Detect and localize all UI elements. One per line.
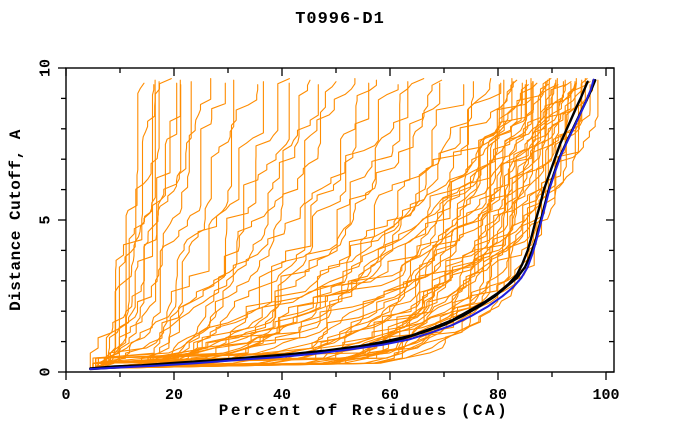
x-axis-label: Percent of Residues (CA) bbox=[218, 402, 510, 420]
black-reference-2 bbox=[89, 78, 597, 371]
model-curve bbox=[97, 79, 235, 369]
model-curve bbox=[92, 84, 591, 369]
model-curve bbox=[92, 78, 356, 369]
x-tick-label: 80 bbox=[489, 387, 507, 404]
model-curve bbox=[92, 79, 311, 369]
model-curve bbox=[95, 81, 591, 369]
model-curve bbox=[97, 78, 532, 369]
model-curve bbox=[97, 81, 192, 369]
y-axis-label: Distance Cutoff, A bbox=[7, 129, 25, 311]
model-curve bbox=[92, 78, 586, 369]
model-curve bbox=[95, 79, 443, 369]
model-curve bbox=[97, 84, 567, 369]
model-curve bbox=[97, 82, 502, 369]
model-curve bbox=[95, 81, 409, 369]
model-curve bbox=[92, 82, 583, 369]
model-curve bbox=[92, 78, 290, 369]
x-tick-label: 40 bbox=[273, 387, 291, 404]
model-curve bbox=[93, 81, 160, 369]
model-curve bbox=[92, 84, 259, 369]
model-curve bbox=[95, 84, 583, 369]
x-tick-label: 60 bbox=[381, 387, 399, 404]
y-tick-label: 10 bbox=[38, 59, 55, 77]
model-curve bbox=[97, 82, 290, 369]
model-curve bbox=[97, 81, 337, 369]
model-curve bbox=[95, 81, 534, 369]
blue-reference bbox=[89, 78, 595, 370]
model-curve bbox=[95, 78, 492, 369]
model-curve bbox=[92, 78, 212, 369]
model-curve bbox=[92, 78, 172, 369]
model-curve bbox=[97, 79, 594, 369]
x-tick-label: 20 bbox=[165, 387, 183, 404]
model-curve bbox=[97, 79, 377, 369]
x-tick-label: 0 bbox=[61, 387, 70, 404]
model-curve bbox=[95, 79, 527, 369]
model-curve bbox=[92, 84, 399, 369]
model-curve bbox=[97, 78, 425, 369]
model-curve bbox=[97, 81, 547, 369]
plot-title: T0996-D1 bbox=[295, 10, 385, 29]
model-curve bbox=[95, 84, 182, 369]
model-curve bbox=[97, 82, 577, 369]
model-curve bbox=[97, 82, 538, 369]
model-curve bbox=[91, 84, 155, 369]
axis-ticks bbox=[58, 67, 614, 380]
model-curve bbox=[97, 81, 514, 369]
model-curve bbox=[92, 81, 474, 369]
model-curve bbox=[97, 79, 557, 369]
model-curve bbox=[95, 84, 319, 369]
model-curve bbox=[95, 81, 564, 369]
model-curve bbox=[95, 81, 264, 369]
model-curve bbox=[95, 82, 226, 369]
curves-layer bbox=[89, 78, 599, 371]
model-curve bbox=[97, 78, 588, 369]
model-curve bbox=[97, 78, 552, 369]
y-tick-label: 5 bbox=[38, 215, 55, 224]
model-curve bbox=[95, 78, 550, 369]
model-curve bbox=[97, 81, 576, 369]
y-tick-label: 0 bbox=[38, 367, 55, 376]
model-curve bbox=[92, 84, 559, 369]
x-tick-label: 100 bbox=[592, 387, 619, 404]
model-curve bbox=[89, 82, 145, 369]
model-curve bbox=[95, 78, 577, 369]
model-curve bbox=[95, 82, 178, 369]
model-curve bbox=[92, 82, 441, 369]
model-curve bbox=[95, 82, 370, 369]
